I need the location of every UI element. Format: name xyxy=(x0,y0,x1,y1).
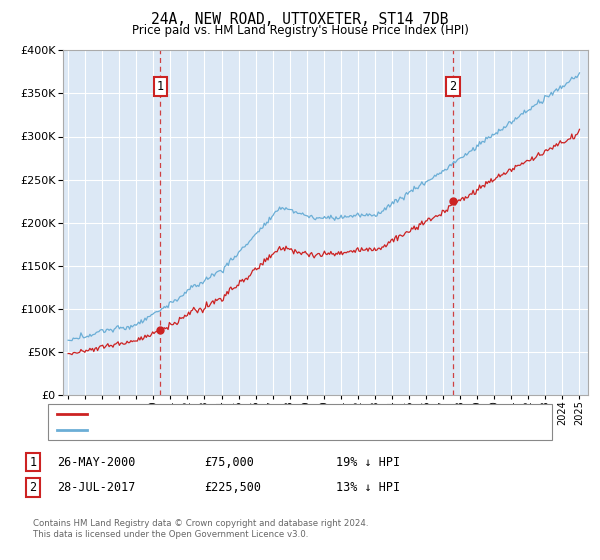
Text: 1: 1 xyxy=(29,455,37,469)
Text: 13% ↓ HPI: 13% ↓ HPI xyxy=(336,480,400,494)
Text: 24A, NEW ROAD, UTTOXETER, ST14 7DB: 24A, NEW ROAD, UTTOXETER, ST14 7DB xyxy=(151,12,449,27)
Text: Price paid vs. HM Land Registry's House Price Index (HPI): Price paid vs. HM Land Registry's House … xyxy=(131,24,469,37)
Text: 19% ↓ HPI: 19% ↓ HPI xyxy=(336,455,400,469)
Text: 1: 1 xyxy=(157,80,164,93)
Text: 2: 2 xyxy=(29,480,37,494)
Text: 26-MAY-2000: 26-MAY-2000 xyxy=(57,455,136,469)
Text: Contains HM Land Registry data © Crown copyright and database right 2024.
This d: Contains HM Land Registry data © Crown c… xyxy=(33,519,368,539)
Text: £225,500: £225,500 xyxy=(204,480,261,494)
Text: £75,000: £75,000 xyxy=(204,455,254,469)
Text: HPI: Average price, detached house, East Staffordshire: HPI: Average price, detached house, East… xyxy=(93,424,458,435)
Text: 24A, NEW ROAD, UTTOXETER, ST14 7DB (detached house): 24A, NEW ROAD, UTTOXETER, ST14 7DB (deta… xyxy=(93,409,437,419)
Text: 28-JUL-2017: 28-JUL-2017 xyxy=(57,480,136,494)
Text: 2: 2 xyxy=(449,80,457,93)
